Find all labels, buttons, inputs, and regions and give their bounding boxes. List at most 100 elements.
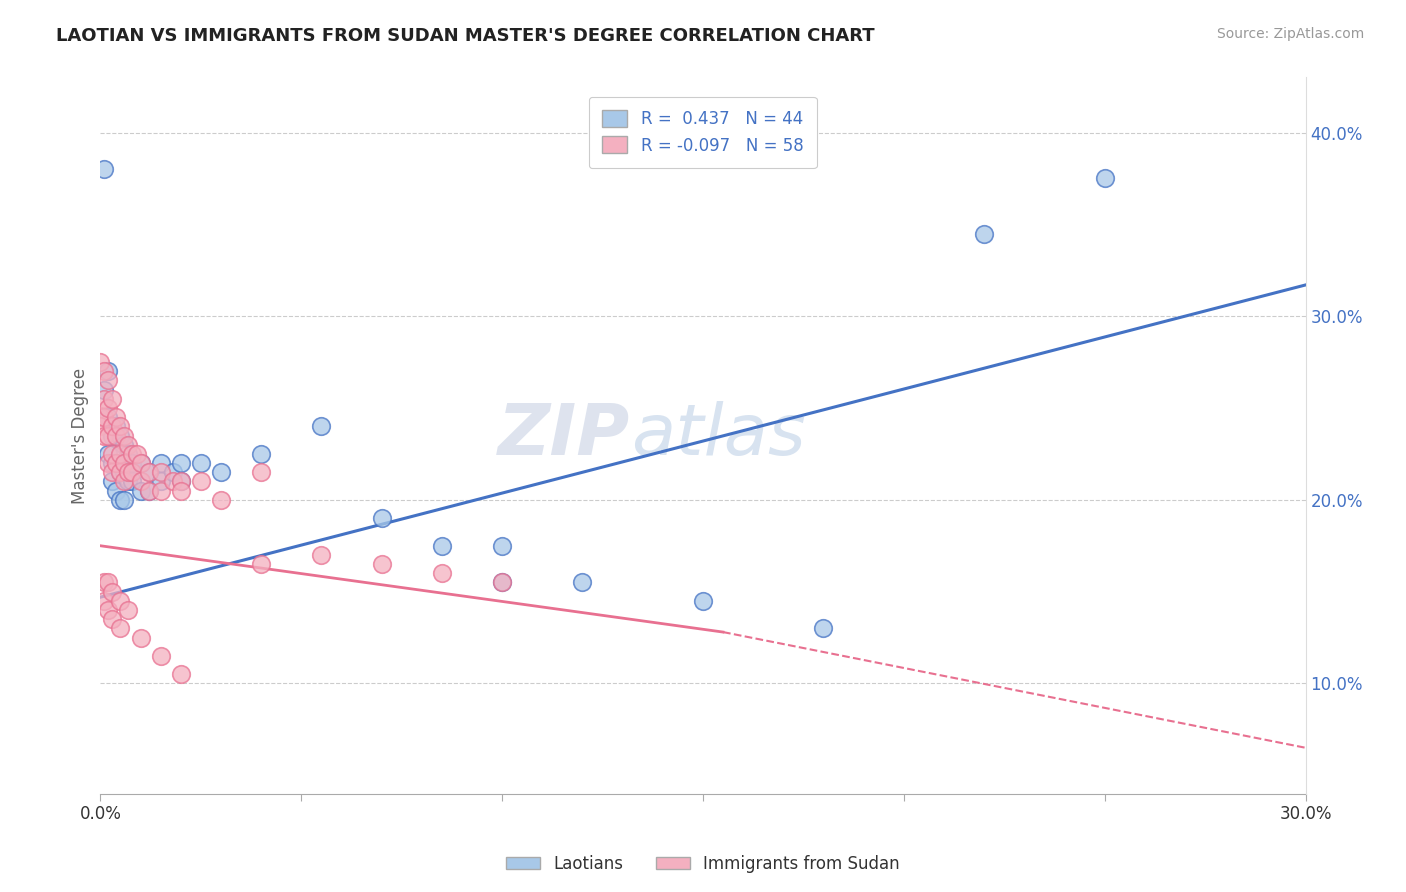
Point bbox=[105, 419, 128, 434]
Point bbox=[89, 355, 111, 369]
Point bbox=[110, 447, 132, 461]
Point bbox=[370, 557, 392, 571]
Point bbox=[101, 447, 124, 461]
Legend: Laotians, Immigrants from Sudan: Laotians, Immigrants from Sudan bbox=[499, 848, 907, 880]
Point bbox=[121, 465, 143, 479]
Legend: R =  0.437   N = 44, R = -0.097   N = 58: R = 0.437 N = 44, R = -0.097 N = 58 bbox=[589, 96, 817, 168]
Point bbox=[250, 465, 273, 479]
Point bbox=[105, 456, 128, 470]
Point bbox=[97, 456, 120, 470]
Point bbox=[491, 575, 513, 590]
Point bbox=[170, 475, 193, 489]
Point bbox=[813, 621, 835, 635]
Point bbox=[97, 603, 120, 617]
Point bbox=[162, 465, 184, 479]
Point bbox=[93, 410, 115, 425]
Point bbox=[105, 483, 128, 498]
Point bbox=[101, 475, 124, 489]
Point bbox=[101, 584, 124, 599]
Point bbox=[97, 575, 120, 590]
Point bbox=[105, 410, 128, 425]
Text: ZIP: ZIP bbox=[498, 401, 631, 470]
Point bbox=[93, 575, 115, 590]
Point bbox=[1094, 171, 1116, 186]
Point bbox=[162, 475, 184, 489]
Point bbox=[89, 410, 111, 425]
Point bbox=[105, 456, 128, 470]
Point bbox=[117, 475, 139, 489]
Point bbox=[93, 383, 115, 397]
Point bbox=[97, 374, 120, 388]
Point bbox=[170, 456, 193, 470]
Point bbox=[129, 631, 152, 645]
Text: Source: ZipAtlas.com: Source: ZipAtlas.com bbox=[1216, 27, 1364, 41]
Point bbox=[170, 475, 193, 489]
Point bbox=[430, 566, 453, 581]
Point bbox=[101, 456, 124, 470]
Point bbox=[692, 594, 714, 608]
Point bbox=[149, 475, 172, 489]
Point bbox=[110, 465, 132, 479]
Point bbox=[311, 419, 333, 434]
Point bbox=[97, 447, 120, 461]
Point bbox=[138, 483, 160, 498]
Point bbox=[121, 447, 143, 461]
Point bbox=[250, 557, 273, 571]
Point bbox=[101, 419, 124, 434]
Point bbox=[105, 428, 128, 442]
Point bbox=[117, 438, 139, 452]
Point bbox=[97, 410, 120, 425]
Point bbox=[190, 475, 212, 489]
Point bbox=[93, 428, 115, 442]
Point bbox=[97, 401, 120, 415]
Point bbox=[114, 456, 136, 470]
Point bbox=[311, 548, 333, 562]
Point bbox=[114, 438, 136, 452]
Point bbox=[110, 465, 132, 479]
Point bbox=[149, 483, 172, 498]
Point bbox=[97, 364, 120, 378]
Point bbox=[97, 428, 120, 442]
Point bbox=[93, 392, 115, 406]
Point bbox=[110, 492, 132, 507]
Point bbox=[138, 465, 160, 479]
Point bbox=[101, 392, 124, 406]
Point bbox=[491, 575, 513, 590]
Point bbox=[170, 483, 193, 498]
Point bbox=[190, 456, 212, 470]
Point bbox=[170, 667, 193, 681]
Point bbox=[129, 483, 152, 498]
Point bbox=[117, 465, 139, 479]
Point bbox=[121, 456, 143, 470]
Y-axis label: Master's Degree: Master's Degree bbox=[72, 368, 89, 504]
Point bbox=[93, 594, 115, 608]
Point bbox=[101, 612, 124, 626]
Point bbox=[973, 227, 995, 241]
Point bbox=[430, 539, 453, 553]
Text: LAOTIAN VS IMMIGRANTS FROM SUDAN MASTER'S DEGREE CORRELATION CHART: LAOTIAN VS IMMIGRANTS FROM SUDAN MASTER'… bbox=[56, 27, 875, 45]
Point bbox=[571, 575, 593, 590]
Point bbox=[110, 621, 132, 635]
Point bbox=[93, 162, 115, 177]
Point bbox=[138, 483, 160, 498]
Point bbox=[110, 419, 132, 434]
Point bbox=[209, 492, 232, 507]
Point bbox=[129, 456, 152, 470]
Point bbox=[117, 447, 139, 461]
Point bbox=[101, 428, 124, 442]
Point bbox=[125, 447, 148, 461]
Point bbox=[121, 475, 143, 489]
Point bbox=[93, 364, 115, 378]
Point bbox=[110, 594, 132, 608]
Text: atlas: atlas bbox=[631, 401, 806, 470]
Point bbox=[209, 465, 232, 479]
Point bbox=[114, 492, 136, 507]
Point bbox=[110, 428, 132, 442]
Point bbox=[114, 428, 136, 442]
Point bbox=[101, 465, 124, 479]
Point bbox=[149, 456, 172, 470]
Point bbox=[491, 539, 513, 553]
Point bbox=[149, 648, 172, 663]
Point bbox=[117, 603, 139, 617]
Point bbox=[114, 475, 136, 489]
